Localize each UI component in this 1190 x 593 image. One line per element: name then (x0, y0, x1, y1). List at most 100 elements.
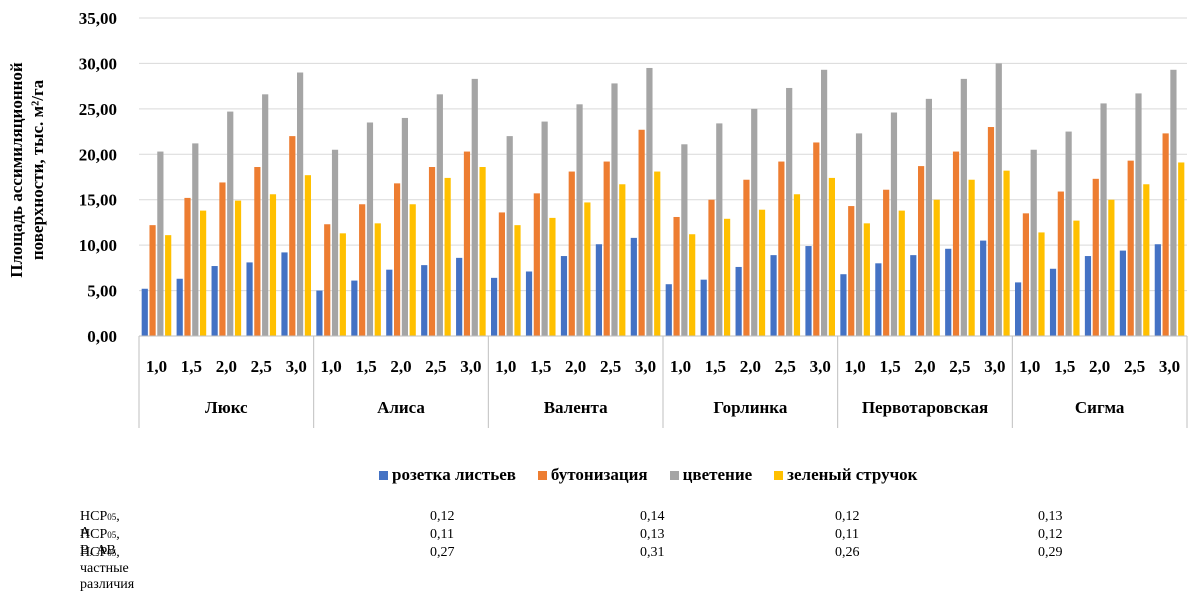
x-tick-label: 1,0 (146, 357, 167, 376)
bar-Люкс-1,0-бутонизация (149, 225, 156, 336)
legend-label: розетка листьев (392, 465, 516, 484)
lsd-value: 0,13 (1038, 509, 1063, 524)
bar-Первотаровская-2,0-зеленый стручок (933, 199, 940, 336)
bar-Люкс-1,5-бутонизация (184, 197, 191, 336)
bar-Сигма-3,0-бутонизация (1162, 133, 1169, 336)
bar-Первотаровская-1,0-зеленый стручок (863, 223, 870, 336)
x-tick-label: 3,0 (984, 357, 1005, 376)
bar-Сигма-2,5-бутонизация (1127, 160, 1134, 336)
legend-item: розетка листьев (379, 465, 516, 485)
bar-Горлинка-1,0-розетка листьев (665, 284, 672, 336)
bar-Валента-1,5-розетка листьев (525, 271, 533, 336)
legend-item: зеленый стручок (774, 465, 917, 485)
group-label: Первотаровская (862, 398, 988, 417)
bar-Алиса-1,0-зеленый стручок (339, 233, 346, 336)
y-axis-label-line-2: поверхности, тыс. м²/га (28, 79, 47, 260)
bar-Алиса-1,5-цветение (366, 122, 374, 336)
bar-Первотаровская-2,0-розетка листьев (910, 255, 917, 336)
bar-Валента-3,0-цветение (646, 67, 653, 336)
x-tick-label: 2,5 (1124, 357, 1145, 376)
group-label: Люкс (205, 398, 248, 417)
bar-Сигма-1,5-розетка листьев (1049, 268, 1057, 336)
group-label: Алиса (377, 398, 425, 417)
x-tick-label: 1,5 (355, 357, 376, 376)
bar-Сигма-2,5-зеленый стручок (1143, 184, 1150, 336)
x-tick-label: 1,0 (845, 357, 866, 376)
bar-Горлинка-1,5-цветение (716, 123, 723, 336)
bar-Алиса-2,5-розетка листьев (421, 265, 428, 336)
bar-Люкс-1,0-цветение (157, 151, 164, 336)
bar-Валента-2,0-цветение (576, 104, 583, 336)
bar-Алиса-2,0-зеленый стручок (409, 204, 416, 336)
bar-Валента-2,5-бутонизация (603, 161, 610, 336)
bar-Алиса-1,5-розетка листьев (351, 280, 358, 336)
x-tick-label: 3,0 (1159, 357, 1180, 376)
bar-Сигма-1,5-бутонизация (1057, 191, 1064, 336)
y-tick-label: 20,00 (79, 145, 117, 164)
lsd-value: 0,31 (640, 545, 665, 560)
x-tick-label: 2,5 (425, 357, 446, 376)
bar-Люкс-2,5-зеленый стручок (269, 194, 277, 336)
bar-Алиса-2,5-цветение (436, 94, 443, 336)
y-axis-ticks: 0,00 5,00 10,00 15,00 20,00 25,00 30,00 35,00 (79, 9, 117, 346)
y-tick-label: 35,00 (79, 9, 117, 28)
bar-Алиса-3,0-розетка листьев (456, 257, 463, 336)
lsd-row-label: НСР05, частные различия (80, 545, 135, 592)
x-tick-label: 2,5 (775, 357, 796, 376)
y-tick-label: 0,00 (87, 327, 117, 346)
bar-Алиса-1,0-розетка листьев (316, 290, 323, 336)
bar-Первотаровская-3,0-зеленый стручок (1003, 170, 1010, 336)
bar-Первотаровская-2,5-зеленый стручок (968, 179, 975, 336)
bar-Валента-1,5-цветение (541, 121, 548, 336)
bar-Горлинка-2,5-цветение (786, 87, 793, 337)
bar-Валента-2,0-бутонизация (568, 171, 575, 336)
bar-Алиса-3,0-зеленый стручок (479, 167, 486, 336)
legend-swatch (774, 470, 784, 480)
y-tick-label: 15,00 (79, 191, 117, 210)
lsd-row-label: НСР05, А (80, 509, 120, 540)
bar-Люкс-3,0-розетка листьев (281, 252, 288, 336)
bar-Люкс-1,0-зеленый стручок (165, 235, 172, 336)
x-tick-label: 3,0 (460, 357, 481, 376)
legend-item: бутонизация (537, 465, 648, 485)
legend-item: цветение (669, 465, 753, 485)
bar-Валента-1,0-розетка листьев (491, 277, 498, 336)
bar-Валента-2,5-розетка листьев (595, 244, 602, 336)
bar-Валента-3,0-бутонизация (638, 129, 645, 336)
bar-Валента-1,5-бутонизация (533, 193, 540, 336)
bar-Алиса-3,0-цветение (471, 78, 478, 337)
x-tick-label: 2,5 (600, 357, 621, 376)
bar-Люкс-2,0-цветение (227, 111, 234, 336)
bar-Первотаровская-1,5-розетка листьев (875, 263, 882, 336)
x-tick-label: 1,5 (879, 357, 900, 376)
bar-Первотаровская-1,0-бутонизация (848, 206, 855, 336)
bar-Первотаровская-1,5-зеленый стручок (898, 210, 905, 336)
x-tick-label: 2,0 (390, 357, 411, 376)
x-tick-label: 3,0 (810, 357, 831, 376)
x-tick-label: 1,0 (495, 357, 516, 376)
bar-Валента-2,5-зеленый стручок (619, 184, 626, 336)
x-tick-label: 1,5 (705, 357, 726, 376)
bar-chart: 0,00 5,00 10,00 15,00 20,00 25,00 30,00 35,00 1… (7, 9, 1188, 428)
x-tick-label: 2,5 (949, 357, 970, 376)
bar-Люкс-1,0-розетка листьев (141, 288, 148, 336)
bar-Сигма-2,0-бутонизация (1092, 178, 1099, 336)
bar-Алиса-2,5-бутонизация (428, 167, 436, 336)
bar-Первотаровская-3,0-розетка листьев (980, 240, 987, 336)
bar-Люкс-1,5-зеленый стручок (200, 210, 207, 336)
bar-Сигма-1,0-цветение (1030, 149, 1037, 336)
x-tick-label: 1,5 (1054, 357, 1075, 376)
bar-Горлинка-2,0-бутонизация (743, 179, 750, 336)
bar-Люкс-2,0-розетка листьев (211, 266, 218, 336)
bar-Горлинка-1,5-розетка листьев (700, 279, 707, 336)
legend-swatch (379, 470, 388, 480)
legend-swatch (669, 470, 679, 480)
x-tick-label: 1,5 (530, 357, 551, 376)
bar-Люкс-2,0-бутонизация (219, 182, 226, 336)
legend-label: цветение (682, 465, 753, 484)
x-tick-label: 2,0 (216, 357, 237, 376)
bar-Горлинка-3,0-розетка листьев (805, 246, 812, 336)
bar-Сигма-3,0-розетка листьев (1154, 244, 1161, 336)
lsd-value: 0,12 (430, 509, 455, 524)
bar-Горлинка-2,5-бутонизация (778, 161, 785, 336)
